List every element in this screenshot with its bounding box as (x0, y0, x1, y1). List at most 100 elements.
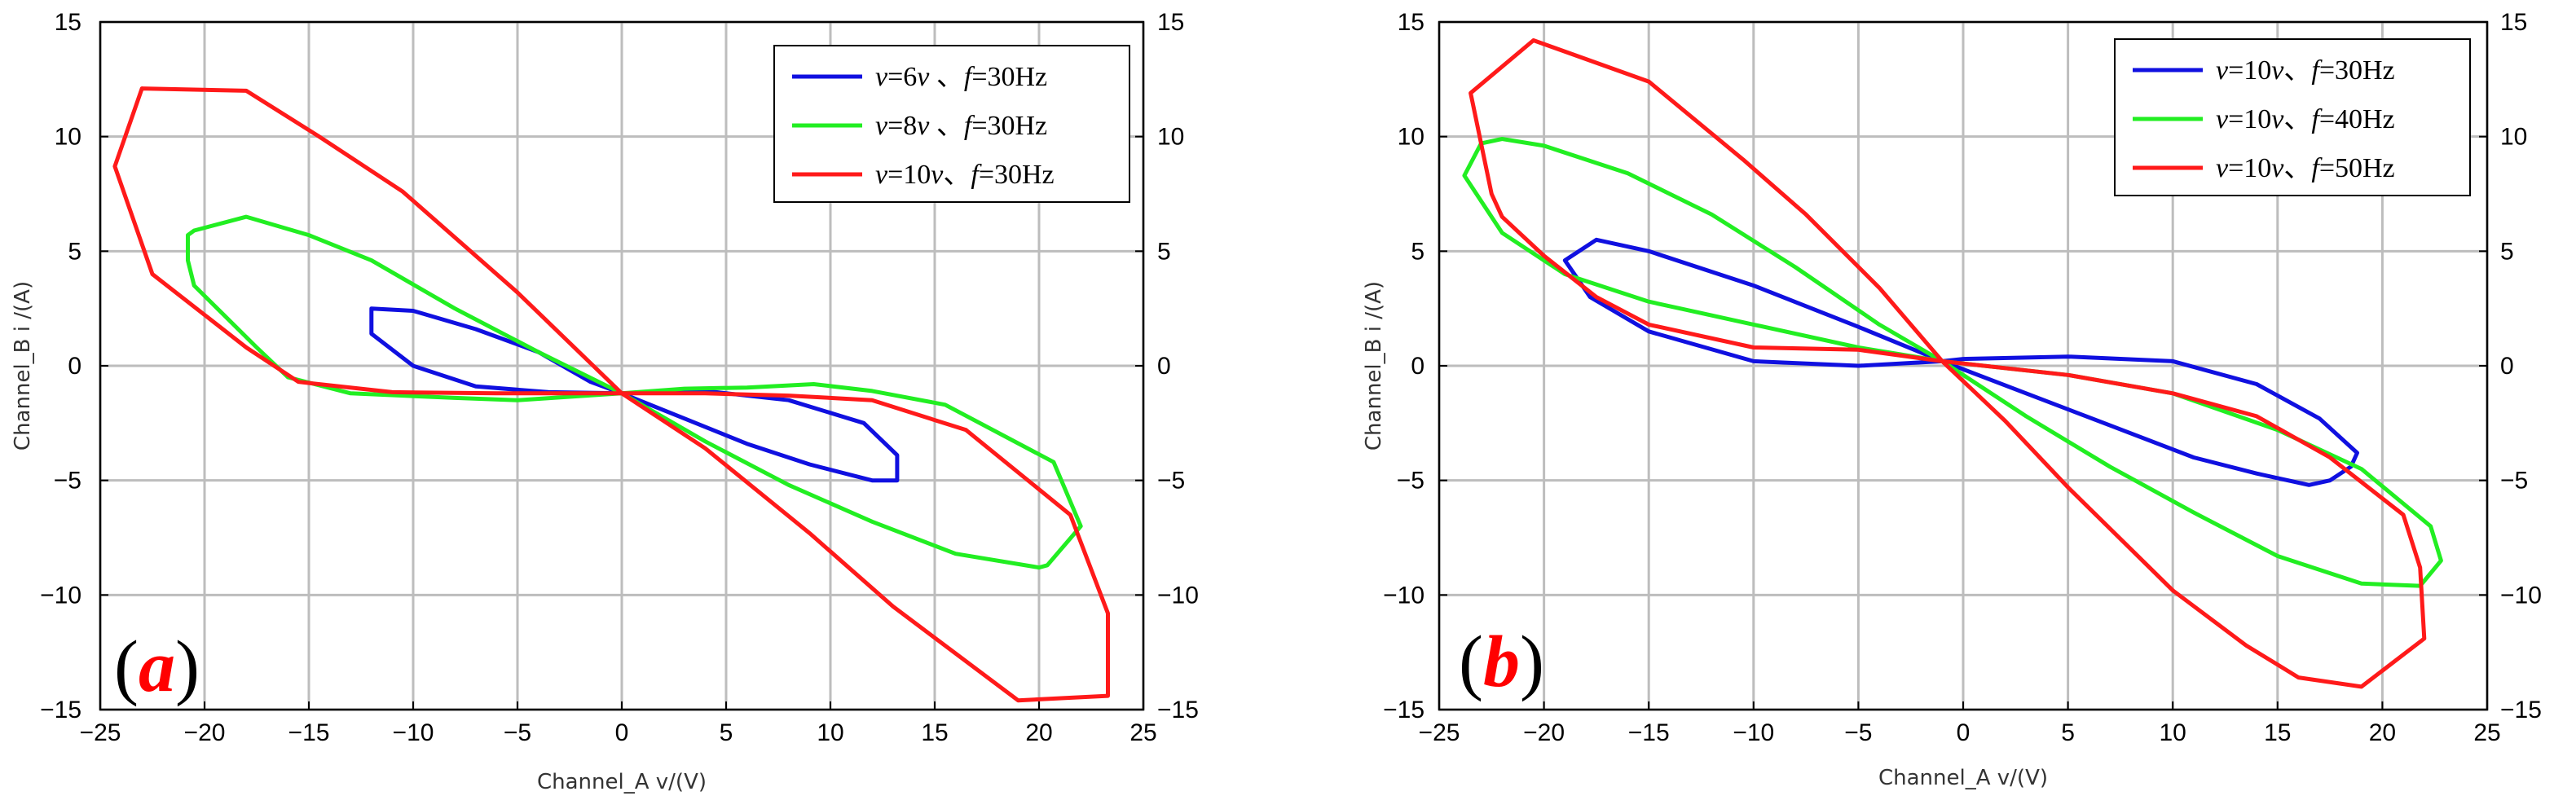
legend-label-3: v=10v、f=50Hz (2216, 153, 2395, 183)
legend-text-part: 、 (929, 111, 964, 141)
y-tick-label-left: −15 (1383, 697, 1425, 723)
legend-symbol: v (2271, 55, 2284, 86)
panel-label-letter: a (139, 627, 175, 707)
x-tick-label: −10 (393, 719, 434, 746)
panel-label: (a) (114, 627, 200, 707)
legend-symbol: v (931, 160, 944, 190)
y-tick-label-right: −10 (1157, 582, 1199, 609)
legend-label-3: v=10v、f=30Hz (875, 160, 1055, 190)
y-tick-label-left: 5 (1411, 238, 1425, 265)
x-tick-label: 25 (2473, 719, 2500, 746)
series-line-2 (1462, 137, 2443, 588)
legend: v=10v、f=30Hz v=10v、f=40Hz v=10v、f=50Hz (2114, 38, 2471, 196)
y-axis-title: Channel_B i /(A) (11, 281, 35, 451)
y-tick-label-right: −10 (2500, 582, 2542, 609)
x-tick-label: 20 (2369, 719, 2396, 746)
y-tick-label-right: 5 (2500, 238, 2514, 265)
legend-text-part: 、 (2283, 104, 2311, 134)
y-tick-label-right: −5 (2500, 468, 2528, 495)
y-tick-label-right: 10 (2500, 124, 2527, 151)
y-tick-label-left: 0 (1411, 353, 1425, 380)
y-tick-label-right: 10 (1157, 124, 1184, 151)
y-tick-label-left: 0 (68, 353, 81, 380)
legend-label-1: v=6v 、f=30Hz (875, 62, 1047, 92)
legend-text-part: 、 (943, 160, 971, 190)
legend-symbol: v (2216, 104, 2229, 134)
x-tick-label: 15 (2264, 719, 2291, 746)
y-axis-title: Channel_B i /(A) (1362, 281, 1386, 451)
x-tick-label: 10 (817, 719, 843, 746)
y-tick-label-left: −10 (40, 582, 81, 609)
y-tick-label-left: −5 (1397, 468, 1425, 495)
legend-symbol: v (917, 62, 930, 92)
y-tick-label-right: 0 (2500, 353, 2514, 380)
legend-label-1: v=10v、f=30Hz (2216, 55, 2395, 86)
x-tick-label: −15 (288, 719, 330, 746)
legend-text-part: =30Hz (2319, 55, 2395, 86)
x-tick-label: 10 (2160, 719, 2186, 746)
y-tick-label-right: 0 (1157, 353, 1171, 380)
legend-text-part: =8 (887, 111, 917, 141)
series-line-2 (186, 214, 1083, 570)
legend-symbol: v (2271, 104, 2284, 134)
panel-label-close: ) (1520, 622, 1544, 702)
y-tick-label-left: 10 (1398, 124, 1425, 151)
y-tick-label-left: −15 (40, 697, 81, 723)
x-tick-label: −10 (1733, 719, 1774, 746)
y-tick-label-left: −10 (1383, 582, 1425, 609)
panel-label-open: ( (1459, 622, 1483, 702)
legend-symbol: v (875, 111, 888, 141)
x-tick-label: −20 (1523, 719, 1565, 746)
legend-text-part: =10 (2228, 55, 2271, 86)
panel-label-letter: b (1483, 622, 1520, 702)
panel-label-close: ) (175, 627, 200, 707)
y-tick-label-right: −5 (1157, 468, 1185, 495)
legend-text-part: =10 (887, 160, 931, 190)
panel-label-open: ( (114, 627, 139, 707)
series-line-1 (1562, 237, 2359, 487)
y-tick-label-left: −5 (54, 468, 81, 495)
tick-labels: −25 −20 −15 −10 −5 0 5 10 15 20 25−15 −15−10 −10−5 −5… (40, 9, 1199, 746)
y-tick-label-right: 15 (1157, 9, 1184, 36)
legend-text-part: 、 (929, 62, 964, 92)
y-tick-label-left: 5 (68, 238, 81, 265)
y-tick-label-left: 15 (1398, 9, 1425, 36)
legend-symbol: v (2216, 153, 2229, 183)
series-line-3 (112, 86, 1110, 703)
x-tick-label: 5 (2061, 719, 2075, 746)
legend-label-2: v=10v、f=40Hz (2216, 104, 2395, 134)
chart-b: −25 −20 −15 −10 −5 0 5 10 15 20 25−15 −15−10 −10−5 −5… (1362, 9, 2542, 790)
x-tick-label: −5 (504, 719, 531, 746)
x-tick-label: 20 (1025, 719, 1052, 746)
legend-text-part: 、 (2283, 55, 2311, 86)
x-tick-label: −20 (184, 719, 226, 746)
legend-text-part: =40Hz (2319, 104, 2395, 134)
x-tick-label: −15 (1628, 719, 1670, 746)
legend-text-part: =10 (2228, 104, 2271, 134)
legend-text-part: =30Hz (971, 111, 1047, 141)
legend-text-part: =30Hz (979, 160, 1055, 190)
chart-a: −25 −20 −15 −10 −5 0 5 10 15 20 25−15 −15−10 −10−5 −5… (11, 9, 1199, 794)
series-line-3 (1469, 38, 2427, 689)
panel-label: (b) (1459, 622, 1544, 702)
legend-symbol: v (2216, 55, 2229, 86)
y-tick-label-right: −15 (1157, 697, 1199, 723)
x-axis-title: Channel_A v/(V) (1878, 766, 2048, 790)
y-tick-label-left: 10 (55, 124, 81, 151)
x-tick-label: 0 (1957, 719, 1971, 746)
legend: v=6v 、f=30Hz v=8v 、f=30Hz v=10v、f=30Hz (773, 45, 1130, 203)
y-tick-label-left: 15 (55, 9, 81, 36)
x-tick-label: −25 (80, 719, 121, 746)
legend-text-part: =10 (2228, 153, 2271, 183)
x-tick-label: −5 (1844, 719, 1872, 746)
x-tick-label: 25 (1129, 719, 1156, 746)
x-axis-title: Channel_A v/(V) (537, 770, 707, 794)
x-tick-label: −25 (1419, 719, 1460, 746)
legend-symbol: v (2271, 153, 2284, 183)
legend-text-part: =50Hz (2319, 153, 2395, 183)
y-tick-label-right: 15 (2500, 9, 2527, 36)
legend-text-part: =6 (887, 62, 917, 92)
x-tick-label: 0 (615, 719, 629, 746)
legend-symbol: v (875, 160, 888, 190)
legend-symbol: v (917, 111, 930, 141)
